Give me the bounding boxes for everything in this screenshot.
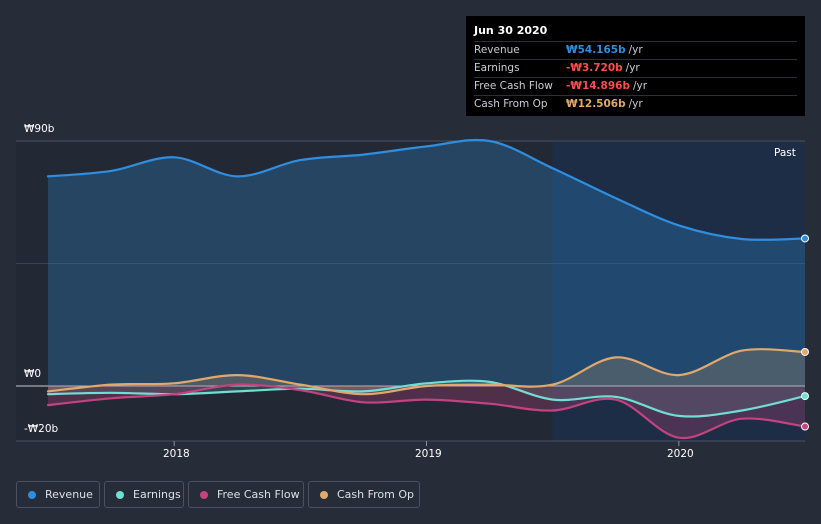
legend-label: Revenue <box>45 488 93 501</box>
tooltip-value: -₩14.896b <box>566 80 630 92</box>
y-tick-label-top: ₩90b <box>24 123 55 135</box>
legend-label: Earnings <box>133 488 181 501</box>
tooltip-unit: /yr <box>628 44 643 56</box>
earnings-dot-icon <box>116 490 124 499</box>
tooltip-value: ₩54.165b <box>566 44 626 56</box>
tooltip-row-revenue: Revenue ₩54.165b /yr <box>474 41 797 59</box>
revenue-dot-icon <box>28 490 36 499</box>
tooltip-unit: /yr <box>625 62 640 74</box>
y-tick-label-bottom: -₩20b <box>24 423 59 435</box>
y-tick-label-zero: ₩0 <box>24 368 42 380</box>
past-region <box>16 141 553 441</box>
cfo-dot-icon <box>320 490 328 499</box>
fcf-end-point <box>801 422 809 431</box>
legend-item-fcf[interactable]: Free Cash Flow <box>188 481 304 508</box>
cfo-end-point <box>801 347 809 356</box>
x-tick-label-2019: 2019 <box>415 448 442 460</box>
tooltip-date: Jun 30 2020 <box>474 24 548 37</box>
tooltip-unit: /yr <box>628 98 643 110</box>
revenue-line <box>46 138 807 241</box>
tooltip-row-fcf: Free Cash Flow -₩14.896b /yr <box>474 77 797 95</box>
fcf-line <box>46 383 807 440</box>
legend-item-earnings[interactable]: Earnings <box>104 481 184 508</box>
tooltip: Jun 30 2020 Revenue ₩54.165b /yr Earning… <box>466 16 805 116</box>
tooltip-value: ₩12.506b <box>566 98 626 110</box>
legend-label: Cash From Op <box>337 488 415 501</box>
x-tick-label-2020: 2020 <box>667 448 694 460</box>
tooltip-row-cfo: Cash From Op ₩12.506b /yr <box>474 95 797 113</box>
cfo-line <box>46 348 807 396</box>
tooltip-label: Free Cash Flow <box>474 80 553 92</box>
tooltip-label: Cash From Op <box>474 98 548 110</box>
tooltip-label: Earnings <box>474 62 520 74</box>
cfo-area <box>48 349 805 395</box>
recent-region <box>552 141 805 441</box>
revenue-end-point <box>801 234 809 243</box>
tooltip-value: -₩3.720b <box>566 62 623 74</box>
legend-item-cfo[interactable]: Cash From Op <box>308 481 420 508</box>
x-tick-label-2018: 2018 <box>163 448 190 460</box>
earnings-end-point <box>801 392 809 401</box>
earnings-area <box>48 380 805 417</box>
tooltip-label: Revenue <box>474 44 520 56</box>
tooltip-unit: /yr <box>632 80 648 92</box>
fcf-dot-icon <box>200 490 208 499</box>
tooltip-row-earnings: Earnings -₩3.720b /yr <box>474 59 797 77</box>
revenue-area <box>48 139 805 386</box>
past-label: Past <box>774 147 796 159</box>
legend-item-revenue[interactable]: Revenue <box>16 481 100 508</box>
legend-label: Free Cash Flow <box>217 488 300 501</box>
